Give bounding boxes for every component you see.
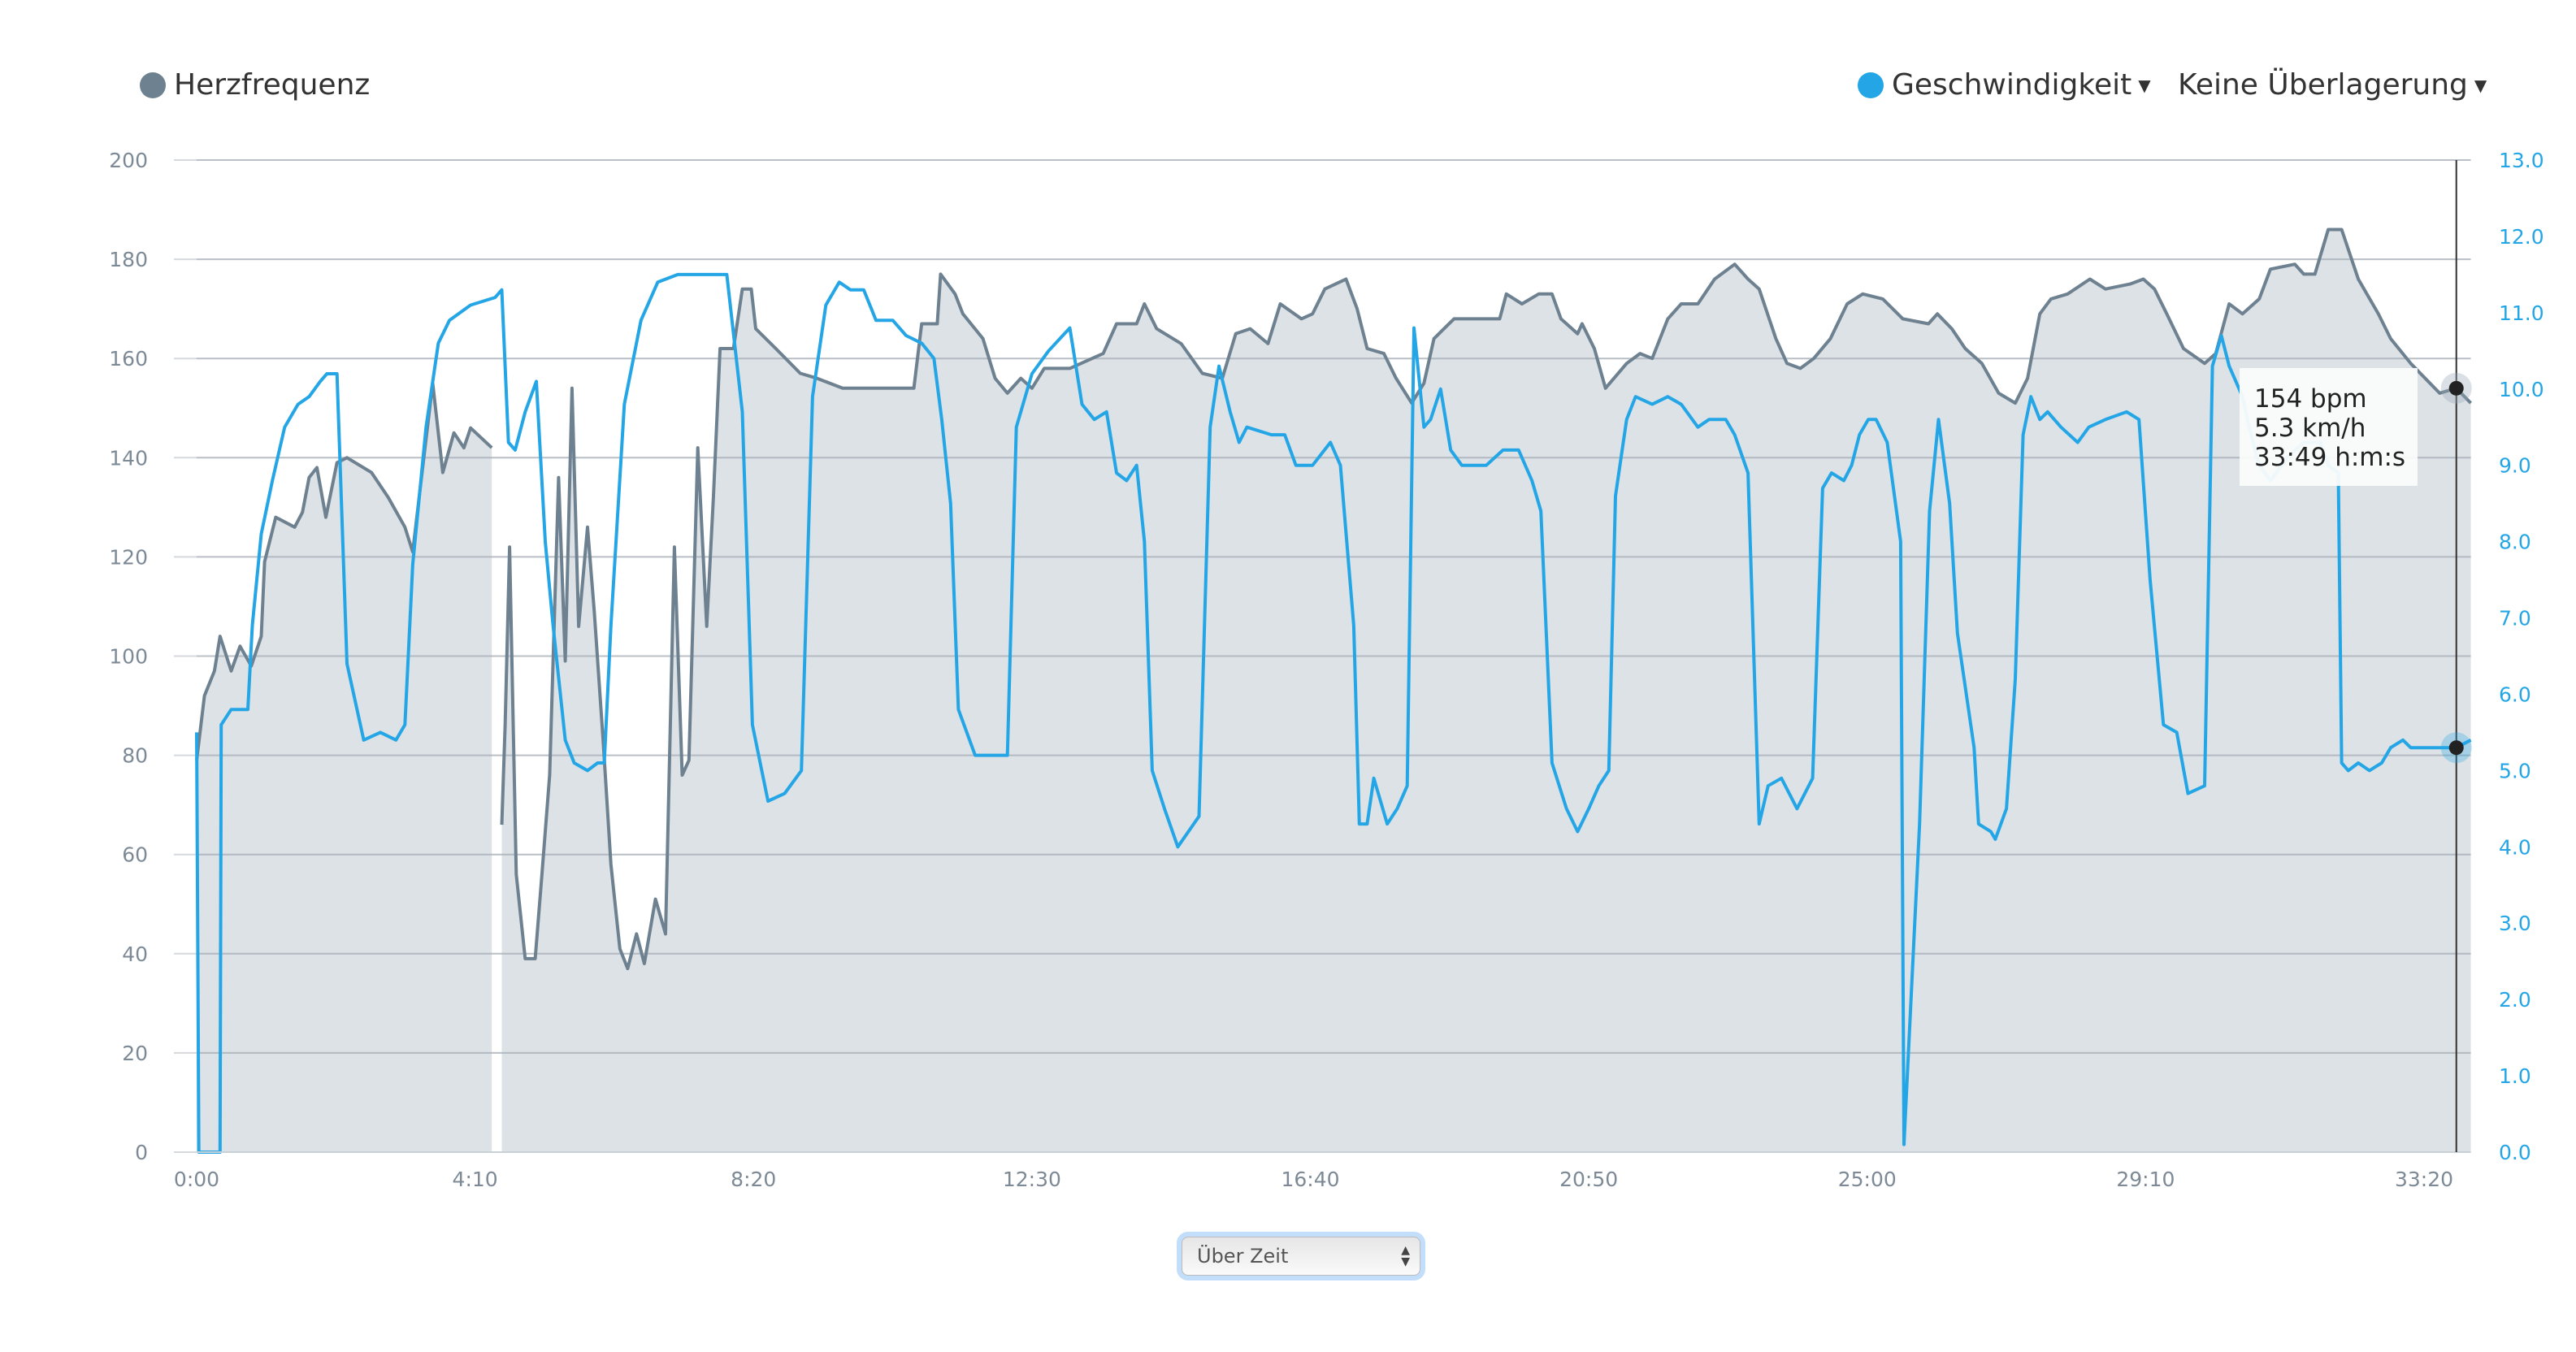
y-right-tick-label: 1.0 — [2499, 1064, 2531, 1088]
heart-rate-marker — [2448, 380, 2464, 396]
y-left-tick-label: 100 — [109, 645, 148, 669]
heart-rate-area — [197, 383, 492, 1152]
x-tick-label: 12:30 — [1003, 1168, 1061, 1191]
updown-arrows-icon: ▲ ▼ — [1401, 1244, 1410, 1268]
y-right-tick-label: 3.0 — [2499, 912, 2531, 935]
y-right-tick-label: 9.0 — [2499, 454, 2531, 478]
tooltip: 154 bpm 5.3 km/h 33:49 h:m:s — [2240, 368, 2418, 486]
heart-rate-dot-icon — [140, 72, 166, 98]
legend-heart-rate[interactable]: Herzfrequenz — [140, 68, 370, 102]
y-right-tick-label: 10.0 — [2499, 378, 2544, 401]
y-left-tick-label: 160 — [109, 347, 148, 370]
x-tick-label: 16:40 — [1281, 1168, 1339, 1191]
x-tick-label: 29:10 — [2116, 1168, 2175, 1191]
y-right-tick-label: 12.0 — [2499, 225, 2544, 249]
y-right-tick-label: 4.0 — [2499, 835, 2531, 859]
y-left-tick-label: 120 — [109, 545, 148, 569]
y-left-tick-label: 80 — [122, 744, 148, 768]
tooltip-time: 33:49 h:m:s — [2254, 443, 2406, 472]
y-left-tick-label: 60 — [122, 843, 148, 867]
y-right-tick-label: 7.0 — [2499, 607, 2531, 630]
speed-marker — [2448, 740, 2464, 756]
y-left-tick-label: 200 — [109, 149, 148, 172]
speed-dropdown[interactable]: Geschwindigkeit ▼ — [1858, 68, 2151, 102]
x-tick-label: 0:00 — [174, 1168, 219, 1191]
y-left-tick-label: 180 — [109, 248, 148, 271]
y-right-tick-label: 11.0 — [2499, 301, 2544, 325]
speed-line — [195, 272, 2472, 1154]
heart-rate-area — [501, 229, 2471, 1152]
x-tick-label: 25:00 — [1838, 1168, 1897, 1191]
y-left-tick-label: 40 — [122, 942, 148, 966]
heart-rate-line — [500, 228, 2473, 971]
y-right-tick-label: 8.0 — [2499, 531, 2531, 554]
y-left-tick-label: 140 — [109, 446, 148, 470]
x-tick-label: 20:50 — [1559, 1168, 1618, 1191]
overlay-dropdown[interactable]: Keine Überlagerung ▼ — [2178, 68, 2487, 102]
tooltip-speed: 5.3 km/h — [2254, 414, 2366, 443]
x-tick-label: 33:20 — [2395, 1168, 2453, 1191]
y-right-tick-label: 6.0 — [2499, 682, 2531, 706]
y-right-tick-label: 0.0 — [2499, 1141, 2531, 1164]
x-tick-label: 8:20 — [731, 1168, 776, 1191]
y-left-tick-label: 20 — [122, 1042, 148, 1065]
x-tick-label: 4:10 — [453, 1168, 498, 1191]
y-right-tick-label: 13.0 — [2499, 149, 2544, 172]
chevron-down-icon: ▼ — [2474, 75, 2487, 95]
y-right-tick-label: 2.0 — [2499, 988, 2531, 1012]
y-left-tick-label: 0 — [135, 1141, 148, 1164]
overlay-label: Keine Überlagerung — [2178, 68, 2468, 102]
select-value: Über Zeit — [1197, 1245, 1289, 1268]
y-right-tick-label: 5.0 — [2499, 759, 2531, 782]
chevron-down-icon: ▼ — [2138, 75, 2151, 95]
legend-heart-rate-label: Herzfrequenz — [174, 68, 371, 102]
speed-dot-icon — [1858, 72, 1884, 98]
heart-rate-line — [195, 381, 493, 760]
x-axis-mode-select[interactable]: Über Zeit ▲ ▼ — [1177, 1232, 1425, 1280]
legend-speed-label: Geschwindigkeit — [1892, 68, 2132, 102]
tooltip-heart-rate: 154 bpm — [2254, 384, 2367, 414]
